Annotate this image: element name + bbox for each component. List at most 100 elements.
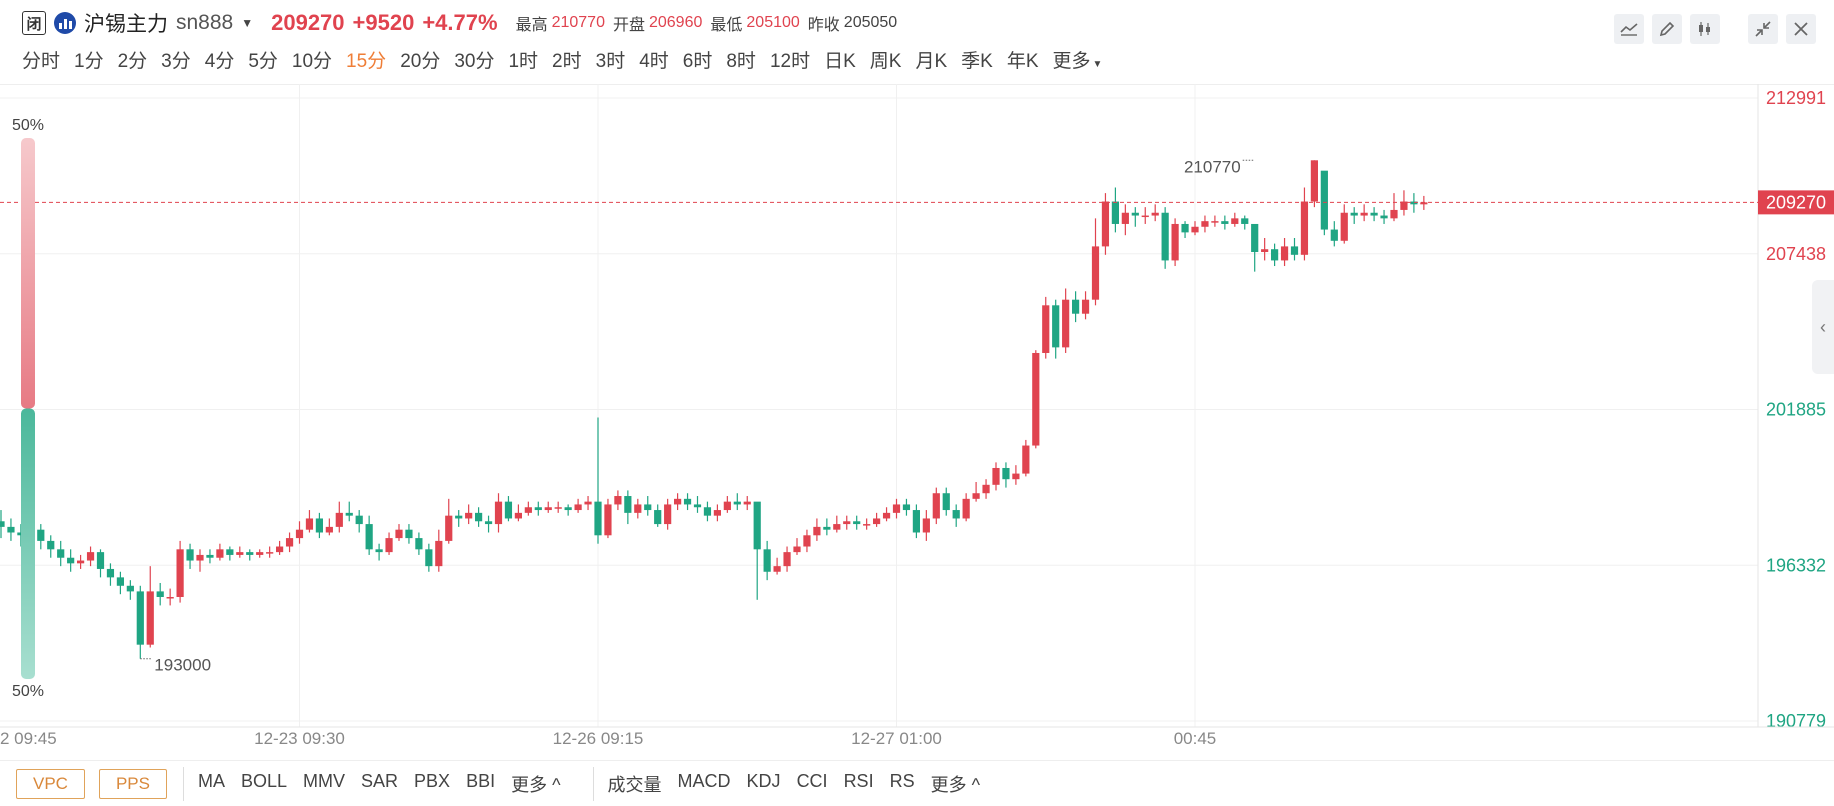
- candle-body: [942, 493, 950, 511]
- candle-body: [345, 512, 353, 516]
- overlay-indicator[interactable]: MA: [198, 770, 225, 791]
- period-6[interactable]: 10分: [291, 51, 333, 72]
- candle-body: [763, 549, 771, 572]
- candle-body: [375, 549, 383, 553]
- candle-type-icon[interactable]: [1690, 14, 1720, 44]
- overlay-indicator[interactable]: SAR: [361, 770, 399, 791]
- candle-body: [922, 518, 930, 533]
- candle-body: [1141, 215, 1149, 218]
- period-14[interactable]: 6时: [682, 51, 713, 72]
- candle-body: [455, 515, 463, 519]
- candle-body: [435, 540, 443, 567]
- candle-body: [226, 549, 234, 555]
- period-19[interactable]: 月K: [915, 51, 948, 72]
- period-22[interactable]: 更多 ▼: [1052, 51, 1103, 72]
- vpc-lower-bar: [21, 408, 35, 679]
- x-tick-label: 12-23 09:30: [254, 729, 345, 748]
- candle-body: [186, 549, 194, 561]
- period-20[interactable]: 季K: [961, 51, 993, 72]
- candle-body: [1290, 246, 1299, 255]
- candle-body: [335, 512, 343, 527]
- collapse-icon[interactable]: [1748, 14, 1778, 44]
- sub-indicator[interactable]: MACD: [677, 770, 731, 791]
- candle-body: [1052, 305, 1060, 348]
- candle-body: [1330, 229, 1338, 241]
- instrument-name[interactable]: 沪锡主力: [84, 13, 168, 36]
- candle-body: [285, 538, 294, 547]
- period-3[interactable]: 3分: [161, 51, 191, 72]
- period-16[interactable]: 12时: [769, 51, 811, 72]
- stat-value: 206960: [648, 14, 703, 31]
- overlay-indicator[interactable]: MMV: [303, 770, 346, 791]
- candle-body: [1211, 221, 1219, 223]
- period-4[interactable]: 4分: [204, 51, 235, 72]
- line-style-icon[interactable]: [1614, 14, 1644, 44]
- chart-logo-icon: [54, 12, 76, 34]
- candle-body: [116, 577, 124, 586]
- period-7[interactable]: 15分: [346, 51, 387, 72]
- candle-body: [395, 529, 403, 539]
- y-tick-label: 196332: [1766, 555, 1826, 575]
- x-tick-label: 12-26 09:15: [553, 729, 644, 748]
- period-18[interactable]: 周K: [869, 51, 902, 72]
- period-9[interactable]: 30分: [454, 51, 495, 72]
- price-change-pct: +4.77%: [422, 10, 498, 35]
- candle-body: [524, 507, 532, 513]
- candle-body: [693, 504, 702, 508]
- candle-body: [1231, 218, 1239, 224]
- candle-body: [146, 591, 154, 645]
- sub-indicator[interactable]: RS: [889, 770, 915, 791]
- overlay-indicator[interactable]: 更多 ^: [511, 774, 561, 795]
- draw-pen-icon[interactable]: [1652, 14, 1682, 44]
- candle-body: [57, 549, 65, 558]
- overlay-indicator[interactable]: BBI: [466, 770, 496, 791]
- candle-body: [554, 507, 562, 509]
- candle-body: [1042, 305, 1050, 353]
- candle-body: [1171, 223, 1179, 261]
- candle-body: [544, 507, 552, 511]
- instrument-code[interactable]: sn888: [176, 11, 234, 34]
- candle-body: [982, 484, 990, 494]
- main-indicator-vpc[interactable]: VPC: [16, 768, 85, 799]
- candle-body: [634, 504, 642, 513]
- chevron-down-icon[interactable]: ▼: [241, 16, 254, 30]
- period-13[interactable]: 4时: [639, 51, 669, 72]
- candle-body: [892, 504, 901, 513]
- candle-body: [17, 532, 25, 536]
- period-11[interactable]: 2时: [552, 51, 582, 72]
- period-12[interactable]: 3时: [595, 51, 626, 72]
- period-15[interactable]: 8时: [726, 51, 756, 72]
- candlestick-chart[interactable]: 212991 207438 201885 196332 190779 2 09:45 12-…: [0, 84, 1834, 760]
- sub-indicator[interactable]: RSI: [843, 770, 874, 791]
- period-8[interactable]: 20分: [400, 51, 441, 72]
- vpc-upper-bar: [21, 138, 35, 409]
- period-10[interactable]: 1时: [508, 51, 539, 72]
- candle-body: [0, 521, 5, 527]
- period-17[interactable]: 日K: [824, 51, 856, 72]
- sub-indicator[interactable]: KDJ: [746, 770, 781, 791]
- main-indicator-pps[interactable]: PPS: [98, 768, 167, 799]
- stat-label: 开盘: [612, 17, 645, 34]
- candle-body: [7, 526, 15, 533]
- overlay-indicator[interactable]: PBX: [414, 770, 451, 791]
- period-0[interactable]: 分时: [22, 51, 61, 72]
- candle-body: [1370, 212, 1378, 216]
- period-5[interactable]: 5分: [248, 51, 278, 72]
- sub-indicator[interactable]: 更多 ^: [930, 774, 981, 795]
- period-21[interactable]: 年K: [1006, 51, 1039, 72]
- side-panel-toggle[interactable]: ‹: [1812, 280, 1834, 374]
- candle-body: [1380, 215, 1388, 219]
- candle-body: [1002, 467, 1010, 480]
- current-price-tag: [1758, 190, 1834, 215]
- close-icon[interactable]: [1786, 14, 1816, 44]
- candle-body: [136, 591, 144, 645]
- last-price: 209270: [271, 10, 345, 35]
- sub-indicator[interactable]: 成交量: [607, 774, 662, 795]
- candle-body: [644, 504, 652, 511]
- candle-body: [624, 496, 632, 513]
- period-1[interactable]: 1分: [74, 51, 104, 72]
- stat-value: 205050: [843, 14, 898, 31]
- period-2[interactable]: 2分: [117, 51, 148, 72]
- overlay-indicator[interactable]: BOLL: [241, 770, 288, 791]
- sub-indicator[interactable]: CCI: [796, 770, 828, 791]
